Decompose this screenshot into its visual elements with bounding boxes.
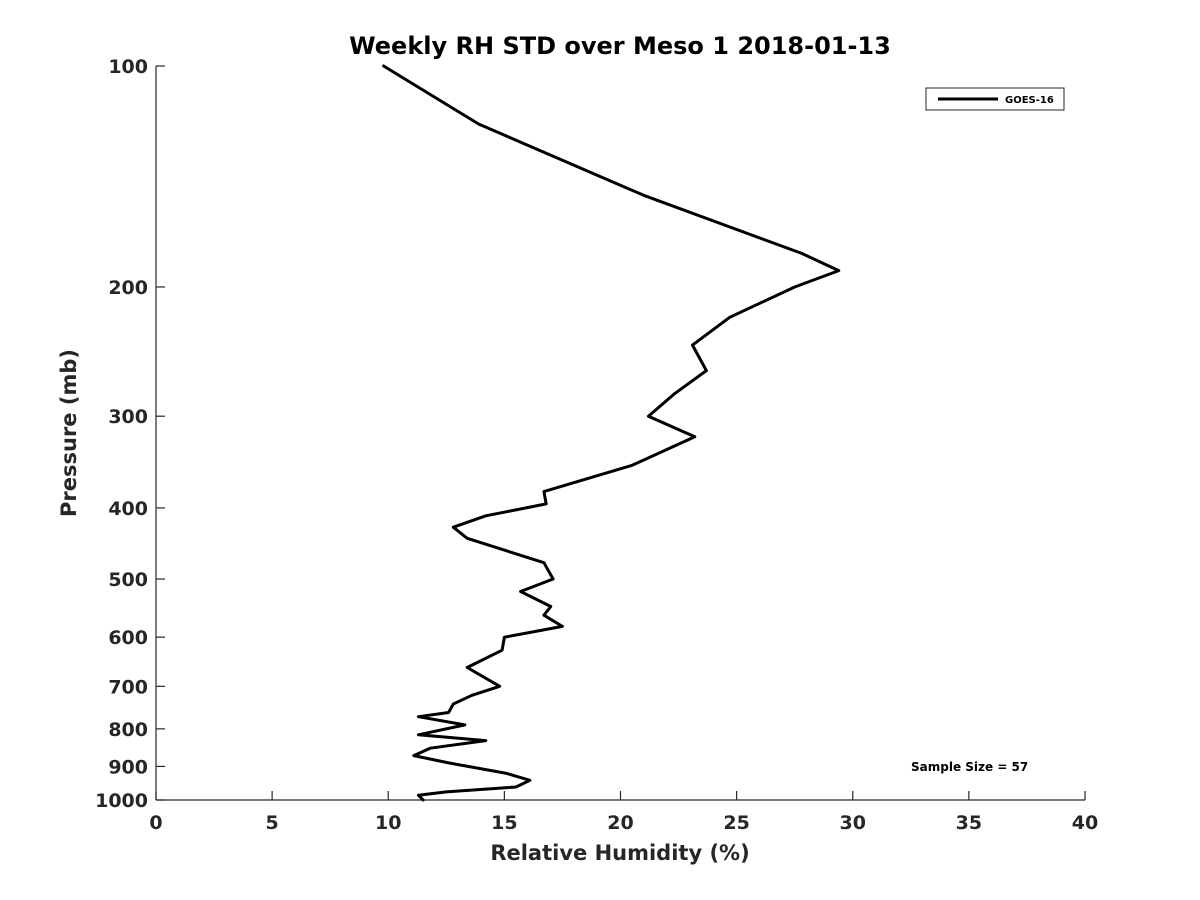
chart-title: Weekly RH STD over Meso 1 2018-01-13 bbox=[349, 32, 891, 60]
y-tick-label: 600 bbox=[108, 627, 148, 649]
series-layer bbox=[382, 64, 841, 802]
y-tick-label: 300 bbox=[108, 406, 148, 428]
x-tick-label: 25 bbox=[723, 812, 749, 834]
x-axis-label: Relative Humidity (%) bbox=[490, 841, 749, 865]
x-tick-label: 35 bbox=[956, 812, 982, 834]
y-tick-label: 400 bbox=[108, 498, 148, 520]
x-tick-label: 40 bbox=[1072, 812, 1098, 834]
legend: GOES-16 bbox=[925, 87, 1065, 111]
x-tick-label: 30 bbox=[840, 812, 866, 834]
y-axis-label: Pressure (mb) bbox=[57, 349, 81, 517]
y-tick-label: 700 bbox=[108, 676, 148, 698]
x-tick-label: 15 bbox=[491, 812, 517, 834]
series-line-goes-16 bbox=[382, 64, 841, 802]
x-tick-label: 10 bbox=[375, 812, 401, 834]
x-tick-label: 0 bbox=[149, 812, 162, 834]
y-tick-label: 200 bbox=[108, 277, 148, 299]
x-tick-label: 5 bbox=[266, 812, 279, 834]
y-tick-label: 800 bbox=[108, 719, 148, 741]
x-ticks: 0 5 10 15 20 25 30 35 40 bbox=[149, 791, 1098, 834]
y-tick-label: 100 bbox=[108, 56, 148, 78]
y-ticks: 100 200 300 400 500 600 700 800 900 1000 bbox=[95, 56, 165, 812]
sample-size-annotation: Sample Size = 57 bbox=[911, 760, 1028, 774]
legend-label-goes-16: GOES-16 bbox=[1005, 95, 1054, 106]
y-tick-label: 900 bbox=[108, 756, 148, 778]
y-tick-label: 1000 bbox=[95, 790, 148, 812]
x-tick-label: 20 bbox=[607, 812, 633, 834]
y-tick-label: 500 bbox=[108, 569, 148, 591]
